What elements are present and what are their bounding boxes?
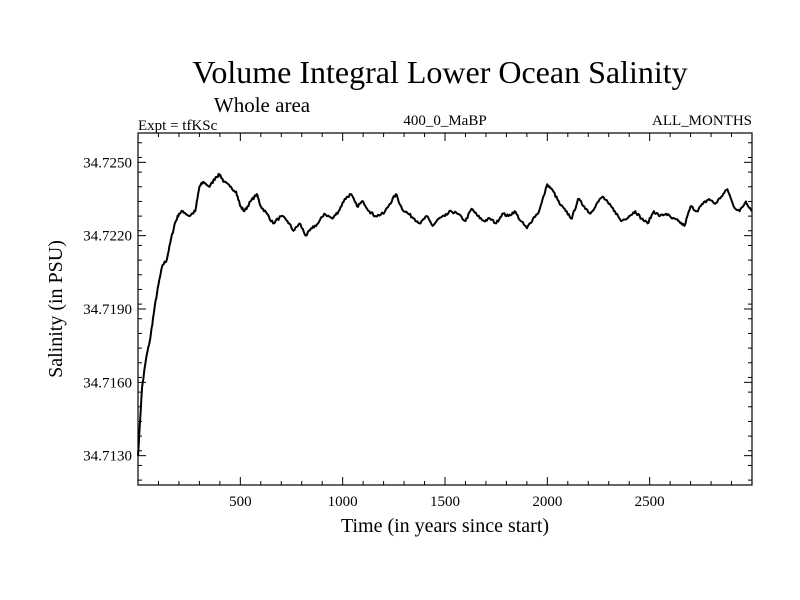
x-axis: 500 1000 1500 2000 2500 [157,133,733,510]
x-tick-label: 500 [229,494,252,510]
y-tick-label: 34.7130 [83,449,132,465]
y-axis-label: Salinity (in PSU) [45,240,67,378]
experiment-label: Expt = tfKSc [138,118,218,134]
y-axis: 34.7130 34.7160 34.7190 34.7220 34.7250 [83,142,752,481]
y-tick-label: 34.7160 [83,375,132,391]
y-tick-label: 34.7250 [83,155,132,171]
x-tick-label: 1500 [430,494,460,510]
months-label: ALL_MONTHS [652,113,752,129]
x-axis-label: Time (in years since start) [341,515,549,537]
chart-title: Volume Integral Lower Ocean Salinity [192,54,687,90]
y-tick-label: 34.7220 [83,229,132,245]
chart-subtitle: Whole area [214,93,311,117]
salinity-series-line [137,172,753,456]
y-tick-label: 34.7190 [83,302,132,318]
x-tick-label: 2000 [532,494,562,510]
period-label: 400_0_MaBP [403,113,486,129]
x-tick-label: 1000 [328,494,358,510]
x-tick-label: 2500 [635,494,665,510]
